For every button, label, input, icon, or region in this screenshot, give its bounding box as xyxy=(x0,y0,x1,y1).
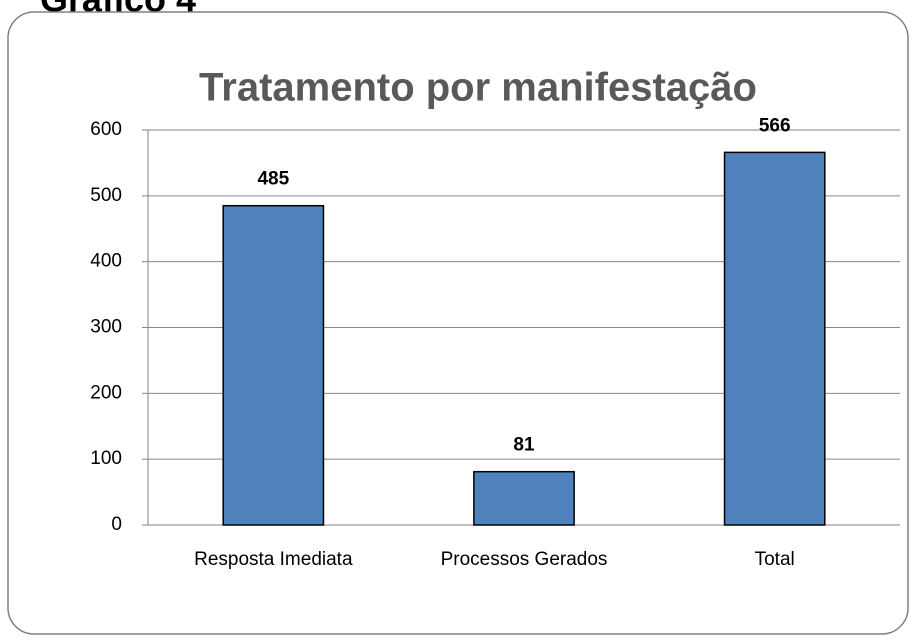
y-tick-label: 200 xyxy=(90,382,122,403)
y-tick-label: 600 xyxy=(90,119,122,140)
y-tick-label: 100 xyxy=(90,448,122,469)
y-tick-label: 500 xyxy=(90,185,122,206)
chart-title: Tratamento por manifestação xyxy=(199,66,757,110)
bar xyxy=(723,151,826,526)
data-label: 566 xyxy=(759,115,791,136)
data-label: 485 xyxy=(257,169,289,190)
data-label: 81 xyxy=(513,435,535,456)
x-tick-label: Resposta Imediata xyxy=(194,549,353,570)
bar xyxy=(473,470,575,526)
y-tick-label: 300 xyxy=(90,317,122,338)
x-tick-label: Total xyxy=(755,549,795,570)
bar xyxy=(222,204,325,526)
y-tick-label: 0 xyxy=(111,514,122,535)
x-tick-label: Processos Gerados xyxy=(441,549,608,570)
y-tick-label: 400 xyxy=(90,251,122,272)
